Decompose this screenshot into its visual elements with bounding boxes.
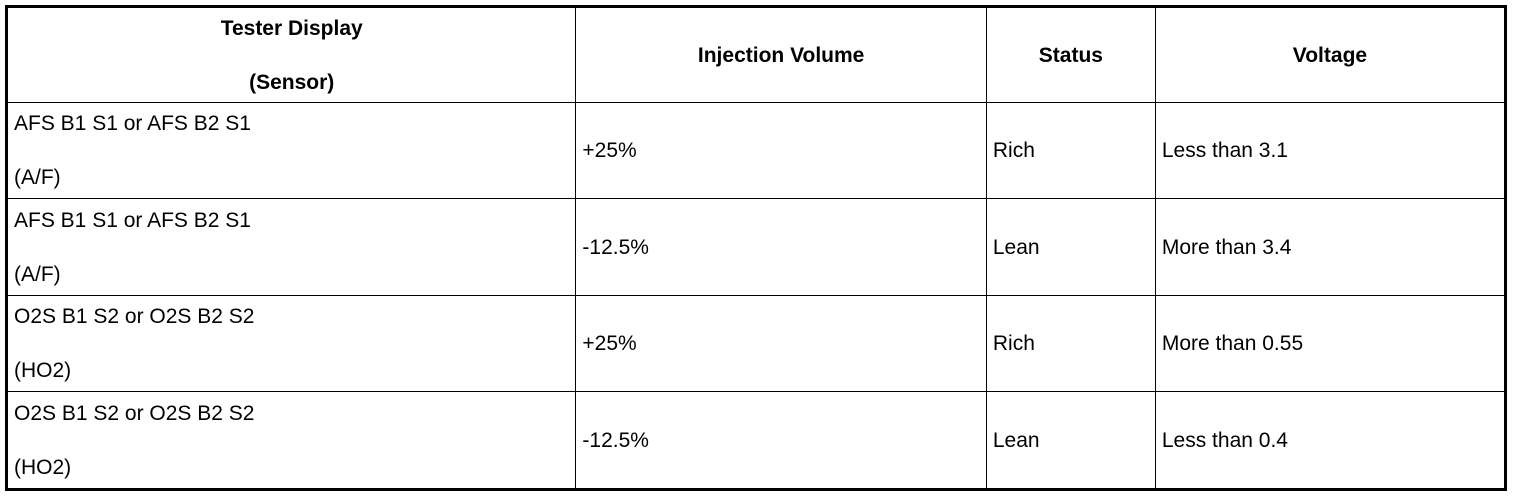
cell-sensor: AFS B1 S1 or AFS B2 S1 (A/F) (5, 198, 577, 296)
cell-voltage: Less than 3.1 (1154, 101, 1507, 200)
cell-injection-volume: +25% (575, 294, 987, 393)
sensor-name: AFS B1 S1 or AFS B2 S1 (14, 112, 251, 136)
header-tester-display-label: Tester Display (220, 16, 363, 40)
header-tester-display: Tester Display (Sensor) (5, 6, 577, 103)
sensor-name: AFS B1 S1 or AFS B2 S1 (14, 208, 251, 232)
sensor-type: (HO2) (14, 359, 72, 383)
header-voltage: Voltage (1154, 6, 1507, 103)
sensor-line-gap (14, 427, 569, 454)
cell-sensor: AFS B1 S1 or AFS B2 S1 (A/F) (5, 101, 577, 200)
table-row: AFS B1 S1 or AFS B2 S1 (A/F) -12.5% Lean… (5, 198, 1507, 296)
header-line-gap (14, 42, 569, 69)
cell-sensor: O2S B1 S2 or O2S B2 S2 (HO2) (5, 294, 577, 393)
sensor-type: (A/F) (14, 166, 61, 190)
sensor-type: (HO2) (14, 455, 72, 479)
document-sheet: Tester Display (Sensor) Injection Volume… (5, 5, 1507, 491)
sensor-voltage-table: Tester Display (Sensor) Injection Volume… (5, 5, 1507, 491)
table-header: Tester Display (Sensor) Injection Volume… (5, 6, 1507, 103)
header-status: Status (985, 6, 1156, 103)
cell-injection-volume: -12.5% (575, 391, 987, 490)
table-row: O2S B1 S2 or O2S B2 S2 (HO2) -12.5% Lean… (5, 391, 1507, 490)
table-row: AFS B1 S1 or AFS B2 S1 (A/F) +25% Rich L… (5, 101, 1507, 200)
table-row: O2S B1 S2 or O2S B2 S2 (HO2) +25% Rich M… (5, 294, 1507, 393)
sensor-type: (A/F) (14, 262, 61, 286)
cell-voltage: Less than 0.4 (1154, 391, 1507, 490)
cell-status: Rich (985, 101, 1156, 200)
cell-voltage: More than 0.55 (1154, 294, 1507, 393)
cell-injection-volume: -12.5% (575, 198, 987, 296)
sensor-name: O2S B1 S2 or O2S B2 S2 (14, 305, 255, 329)
cell-status: Lean (985, 198, 1156, 296)
cell-status: Rich (985, 294, 1156, 393)
header-injection-volume: Injection Volume (575, 6, 987, 103)
cell-sensor: O2S B1 S2 or O2S B2 S2 (HO2) (5, 391, 577, 490)
cell-voltage: More than 3.4 (1154, 198, 1507, 296)
sensor-line-gap (14, 234, 569, 261)
header-sensor-label: (Sensor) (249, 70, 335, 94)
sensor-name: O2S B1 S2 or O2S B2 S2 (14, 401, 255, 425)
header-row: Tester Display (Sensor) Injection Volume… (5, 6, 1507, 103)
sensor-line-gap (14, 137, 569, 164)
cell-status: Lean (985, 391, 1156, 490)
cell-injection-volume: +25% (575, 101, 987, 200)
sensor-line-gap (14, 330, 569, 357)
table-body: AFS B1 S1 or AFS B2 S1 (A/F) +25% Rich L… (5, 101, 1507, 490)
